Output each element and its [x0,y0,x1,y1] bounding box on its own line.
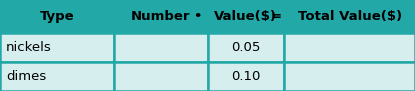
Text: Value($): Value($) [215,10,277,23]
Bar [0,0,114,33]
Bar [0,33,114,62]
Bar [208,0,284,33]
Text: Type: Type [40,10,74,23]
Text: 0.05: 0.05 [231,41,261,54]
Bar [114,33,208,62]
Bar [284,62,415,91]
Bar [0,62,114,91]
Bar [284,0,415,33]
Text: •: • [193,10,201,23]
Bar [114,62,208,91]
Bar [208,33,284,62]
Text: nickels: nickels [6,41,52,54]
Text: dimes: dimes [6,70,46,83]
Bar [208,62,284,91]
Text: 0.10: 0.10 [231,70,261,83]
Text: Total Value($): Total Value($) [298,10,402,23]
Bar [284,33,415,62]
Text: =: = [271,10,281,23]
Bar [114,0,208,33]
Text: Number: Number [131,10,190,23]
